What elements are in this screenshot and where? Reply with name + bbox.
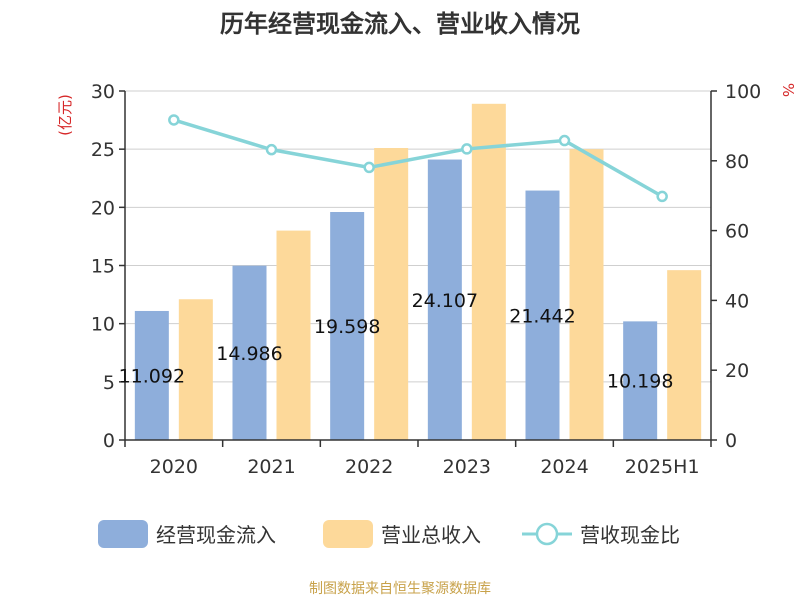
data-labels: 11.092 14.986 19.598 24.107 21.442 10.198 — [119, 290, 674, 393]
bar-cash-inflow — [623, 321, 658, 440]
bar-revenue — [471, 103, 506, 441]
ratio-point — [363, 161, 375, 174]
y-right-tick-label: 40 — [725, 290, 749, 312]
y-right-unit-label: % — [779, 83, 797, 97]
cash-inflow-data-label: 21.442 — [509, 305, 575, 327]
legend-swatch — [323, 520, 373, 548]
cash-inflow-data-label: 11.092 — [119, 365, 185, 387]
footer-source: 制图数据来自恒生聚源数据库 — [309, 581, 491, 597]
y-left-tick-label: 0 — [103, 430, 115, 452]
ratio-point — [461, 143, 473, 155]
ratio-point — [265, 143, 278, 156]
x-tick-label: 2020 — [150, 456, 198, 478]
legend-label: 营收现金比 — [580, 523, 680, 547]
y-left-tick-label: 10 — [91, 314, 115, 336]
y-left-unit-label: (亿元) — [56, 94, 74, 136]
ratio-point — [656, 190, 668, 203]
bar-revenue — [276, 230, 311, 440]
legend-marker — [535, 522, 559, 546]
axes: 0 5 10 15 20 25 30 0 20 40 60 80 100 2020 2021 2022 2023… — [56, 81, 797, 478]
bar-cash-inflow — [525, 190, 560, 440]
bar-cash-inflow — [330, 212, 365, 440]
bar-revenue — [178, 299, 213, 440]
bar-revenue — [374, 148, 409, 440]
bar-cash-inflow — [134, 310, 169, 440]
y-left-tick-label: 5 — [103, 372, 115, 394]
x-tick-label: 2021 — [247, 456, 295, 478]
y-left-tick-label: 25 — [91, 139, 115, 161]
bar-revenue — [569, 149, 604, 440]
cash-inflow-data-label: 10.198 — [607, 371, 673, 393]
legend-swatch — [98, 520, 148, 548]
y-right-tick-label: 100 — [725, 81, 761, 103]
x-tick-label: 2022 — [345, 456, 393, 478]
ratio-line — [173, 118, 664, 198]
y-right-tick-label: 0 — [725, 430, 737, 452]
y-left-tick-label: 15 — [91, 256, 115, 278]
cash-inflow-data-label: 24.107 — [412, 290, 478, 312]
legend: 经营现金流入 营业总收入 营收现金比 — [98, 520, 680, 548]
chart-title: 历年经营现金流入、营业收入情况 — [220, 10, 580, 38]
cash-inflow-data-label: 14.986 — [216, 343, 282, 365]
ratio-line-series — [168, 114, 668, 203]
ratio-point — [558, 134, 571, 147]
bar-series — [134, 103, 702, 441]
y-right-tick-label: 80 — [725, 151, 749, 173]
legend-label: 营业总收入 — [381, 523, 481, 547]
x-tick-label: 2025H1 — [625, 456, 700, 478]
bar-revenue — [667, 270, 702, 440]
x-tick-label: 2024 — [540, 456, 588, 478]
y-left-tick-label: 30 — [91, 81, 115, 103]
x-tick-label: 2023 — [443, 456, 491, 478]
bar-cash-inflow — [232, 265, 267, 440]
y-right-tick-label: 20 — [725, 360, 749, 382]
bar-cash-inflow — [427, 159, 462, 440]
cash-inflow-data-label: 19.598 — [314, 316, 380, 338]
ratio-point — [168, 114, 180, 126]
y-right-tick-label: 60 — [725, 221, 749, 243]
y-left-tick-label: 20 — [91, 197, 115, 219]
legend-label: 经营现金流入 — [156, 523, 276, 547]
